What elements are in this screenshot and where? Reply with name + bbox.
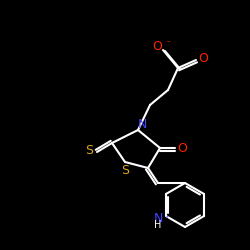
Text: S: S: [85, 144, 93, 156]
Text: O: O: [177, 142, 187, 154]
Text: ⁺: ⁺: [165, 214, 169, 222]
Text: N: N: [153, 212, 163, 224]
Text: S: S: [121, 164, 129, 176]
Text: N: N: [137, 118, 147, 132]
Text: O: O: [198, 52, 208, 64]
Text: ⁻: ⁻: [166, 39, 170, 49]
Text: O: O: [152, 40, 162, 52]
Text: H: H: [154, 220, 162, 230]
